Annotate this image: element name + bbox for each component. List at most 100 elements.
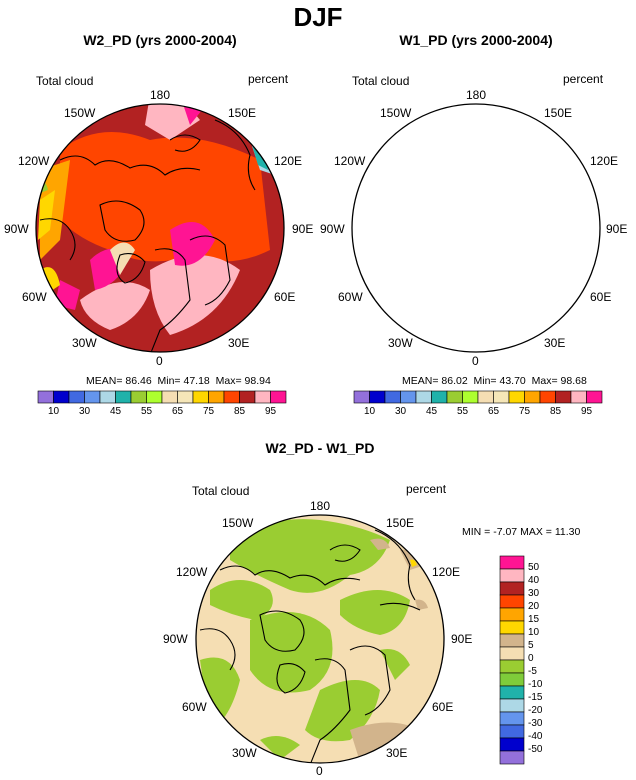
colorbar-tick-label: 55	[456, 406, 469, 417]
colorbar-swatch	[499, 620, 525, 635]
colorbar-swatch	[524, 390, 541, 404]
colorbar-tick-label: 40	[528, 575, 540, 586]
map-field	[36, 104, 284, 352]
colorbar-tick-label: 95	[264, 406, 277, 417]
lon-label-180: 180	[310, 499, 331, 513]
map-boundary	[195, 514, 445, 764]
colorbar-tick-label: -50	[528, 744, 543, 755]
colorbar-swatch	[400, 390, 417, 404]
colorbar-tick-label: 30	[394, 406, 407, 417]
lon-label-90w: 90W	[320, 222, 345, 236]
colorbar-swatch	[570, 390, 587, 404]
colorbar-tick-label: 45	[425, 406, 438, 417]
lon-label-90e: 90E	[606, 222, 628, 236]
lon-label-120e: 120E	[274, 154, 303, 168]
lon-label-150w: 150W	[380, 106, 412, 120]
lon-label-30e: 30E	[386, 746, 408, 760]
colorbar-swatch	[499, 724, 525, 739]
colorbar-swatch	[84, 390, 101, 404]
lon-label-120e: 120E	[432, 565, 461, 579]
coastlines	[356, 120, 571, 355]
colorbar-tick-label: -20	[528, 705, 543, 716]
lon-label-0: 0	[156, 354, 163, 368]
colorbar-tick-label: 50	[528, 562, 540, 573]
colorbar-swatch	[415, 390, 432, 404]
lon-label-60e: 60E	[590, 290, 612, 304]
lon-label-60e: 60E	[432, 700, 454, 714]
colorbar-swatch	[115, 390, 132, 404]
lon-label-150w: 150W	[64, 106, 96, 120]
lon-label-150e: 150E	[386, 516, 415, 530]
colorbar-swatch	[499, 737, 525, 752]
colorbar-tick-label: 75	[518, 406, 531, 417]
map-field	[346, 90, 606, 360]
lon-label-120w: 120W	[176, 565, 208, 579]
colorbar-tick-label: -40	[528, 731, 543, 742]
coastlines	[199, 529, 421, 763]
colorbar-swatch	[192, 390, 209, 404]
colorbar-tick-label: 15	[528, 614, 540, 625]
colorbar-swatch	[208, 390, 225, 404]
units-label: percent	[406, 482, 447, 496]
colorbar-swatch	[499, 633, 525, 648]
colorbar-swatch	[477, 390, 494, 404]
colorbar-swatch	[446, 390, 463, 404]
colorbar-tick-label: 65	[487, 406, 500, 417]
colorbar-swatch	[130, 390, 147, 404]
colorbar-swatch	[499, 672, 525, 687]
colorbar-swatch	[499, 607, 525, 622]
variable-label: Total cloud	[36, 74, 94, 88]
colorbar-tick-label: 65	[171, 406, 184, 417]
map-boundary	[35, 103, 285, 353]
stats-line: MIN = -7.07 MAX = 11.30	[462, 526, 581, 538]
colorbar-swatch	[499, 711, 525, 726]
lon-label-90e: 90E	[292, 222, 314, 236]
lon-label-120w: 120W	[334, 154, 366, 168]
colorbar-swatch	[384, 390, 401, 404]
colorbar-tick-label: 10	[363, 406, 376, 417]
colorbar-swatch	[499, 581, 525, 596]
lon-label-0: 0	[316, 764, 323, 778]
colorbar-tick-label: -10	[528, 679, 543, 690]
lon-label-120e: 120E	[590, 154, 619, 168]
colorbar-swatch	[499, 750, 525, 765]
colorbar-tick-label: 30	[528, 588, 540, 599]
stats-line: MEAN= 86.02 Min= 43.70 Max= 98.68	[402, 375, 587, 387]
colorbar-tick-label: 10	[47, 406, 60, 417]
lon-label-30w: 30W	[388, 336, 413, 350]
colorbar-tick-label: 20	[528, 601, 540, 612]
variable-label: Total cloud	[352, 74, 410, 88]
lon-label-0: 0	[472, 354, 479, 368]
colorbar-swatch	[99, 390, 116, 404]
colorbar-tick-label: -15	[528, 692, 543, 703]
colorbar-tick-label: -30	[528, 718, 543, 729]
colorbar-tick-label: 10	[528, 627, 540, 638]
colorbar-swatch	[499, 555, 525, 570]
colorbar-tick-label: 55	[140, 406, 153, 417]
colorbar-tick-label: 30	[78, 406, 91, 417]
colorbar-swatch	[586, 390, 603, 404]
colorbar-swatch	[499, 698, 525, 713]
map-boundary	[351, 103, 601, 353]
coastlines	[39, 119, 256, 352]
lon-label-180: 180	[466, 88, 487, 102]
colorbar-swatch	[431, 390, 448, 404]
colorbar-swatch	[462, 390, 479, 404]
panel-title: W2_PD - W1_PD	[265, 440, 375, 456]
lon-label-30e: 30E	[228, 336, 250, 350]
colorbar-tick-label: 85	[549, 406, 562, 417]
lon-label-30w: 30W	[72, 336, 97, 350]
colorbar-tick-label: 85	[233, 406, 246, 417]
lon-label-120w: 120W	[18, 154, 50, 168]
lon-label-150w: 150W	[222, 516, 254, 530]
lon-label-60w: 60W	[182, 700, 207, 714]
units-label: percent	[248, 72, 289, 86]
colorbar-swatch	[539, 390, 556, 404]
lon-label-150e: 150E	[544, 106, 573, 120]
colorbar-tick-label: 0	[528, 653, 534, 664]
colorbar-tick-label: 75	[202, 406, 215, 417]
colorbar-swatch	[369, 390, 386, 404]
lon-label-60w: 60W	[22, 290, 47, 304]
